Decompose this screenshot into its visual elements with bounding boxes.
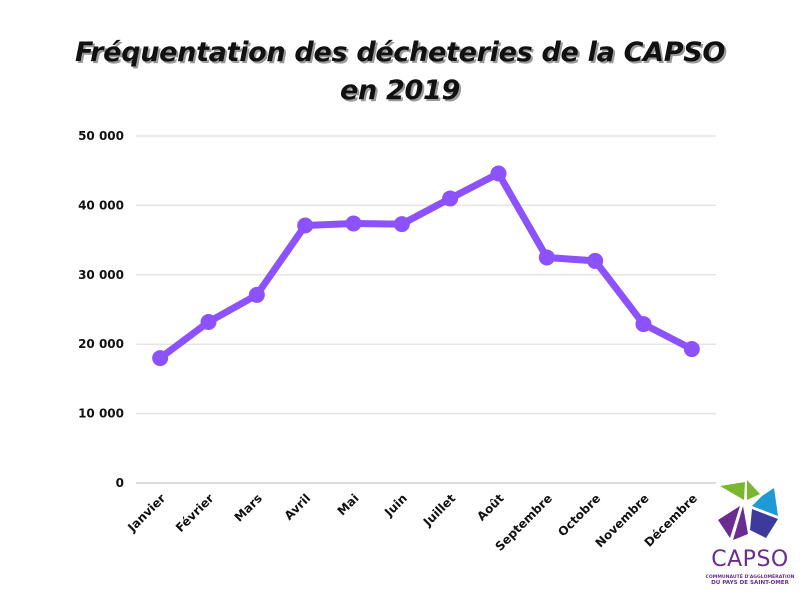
x-axis-ticks: Janvier Février Mars Avril Mai Juin Juillet Aoû… <box>124 491 700 554</box>
y-tick-label: 0 <box>116 476 124 490</box>
x-tick-label: Juin <box>381 491 410 520</box>
y-tick-label: 40 000 <box>78 198 124 212</box>
data-point <box>248 286 265 303</box>
capso-logo-mark-icon <box>718 480 778 540</box>
logo-triangle-green-left <box>720 482 745 500</box>
data-point <box>200 313 217 330</box>
logo-triangle-purple-left <box>718 506 740 538</box>
capso-logo: CAPSO COMMUNAUTÉ D'AGGLOMÉRATION DU PAYS… <box>700 476 800 600</box>
x-tick-label: Mai <box>335 491 362 518</box>
gridlines <box>136 135 716 484</box>
x-tick-label: Août <box>474 491 507 524</box>
x-tick-label: Juillet <box>420 491 459 530</box>
logo-subtitle-1: COMMUNAUTÉ D'AGGLOMÉRATION <box>705 575 795 580</box>
x-tick-label: Avril <box>282 491 314 523</box>
logo-triangle-purple-mid <box>733 506 748 540</box>
logo-triangle-blue <box>752 488 778 516</box>
data-point <box>345 215 362 232</box>
y-tick-label: 20 000 <box>78 337 124 351</box>
series-group <box>152 165 700 367</box>
chart-title-line-2: en 2019 <box>340 75 460 106</box>
x-tick-label: Janvier <box>124 491 168 535</box>
y-axis-ticks: 0 10 000 20 000 30 000 40 000 50 000 <box>78 129 124 490</box>
data-point <box>490 165 507 182</box>
data-point <box>442 190 459 207</box>
data-point <box>683 341 700 358</box>
x-tick-label: Octobre <box>555 491 603 539</box>
data-point <box>297 217 314 234</box>
data-point <box>587 252 604 269</box>
chart-title-line-1: Fréquentation des décheteries de la CAPS… <box>74 37 726 68</box>
x-tick-label: Mars <box>232 491 265 524</box>
y-tick-label: 10 000 <box>78 407 124 421</box>
data-point <box>152 350 169 367</box>
chart-title: Fréquentation des décheteries de la CAPS… <box>0 34 800 110</box>
data-point <box>393 216 410 233</box>
data-point <box>635 316 652 333</box>
logo-subtitle-2: DU PAYS DE SAINT-OMER <box>711 580 789 586</box>
x-tick-label: Février <box>173 491 217 535</box>
series-line <box>156 169 696 362</box>
logo-triangle-green-top <box>747 480 760 500</box>
y-tick-label: 50 000 <box>78 129 124 143</box>
logo-name: CAPSO <box>711 547 789 572</box>
y-tick-label: 30 000 <box>78 268 124 282</box>
logo-triangle-indigo <box>750 509 778 538</box>
data-point <box>538 249 555 266</box>
